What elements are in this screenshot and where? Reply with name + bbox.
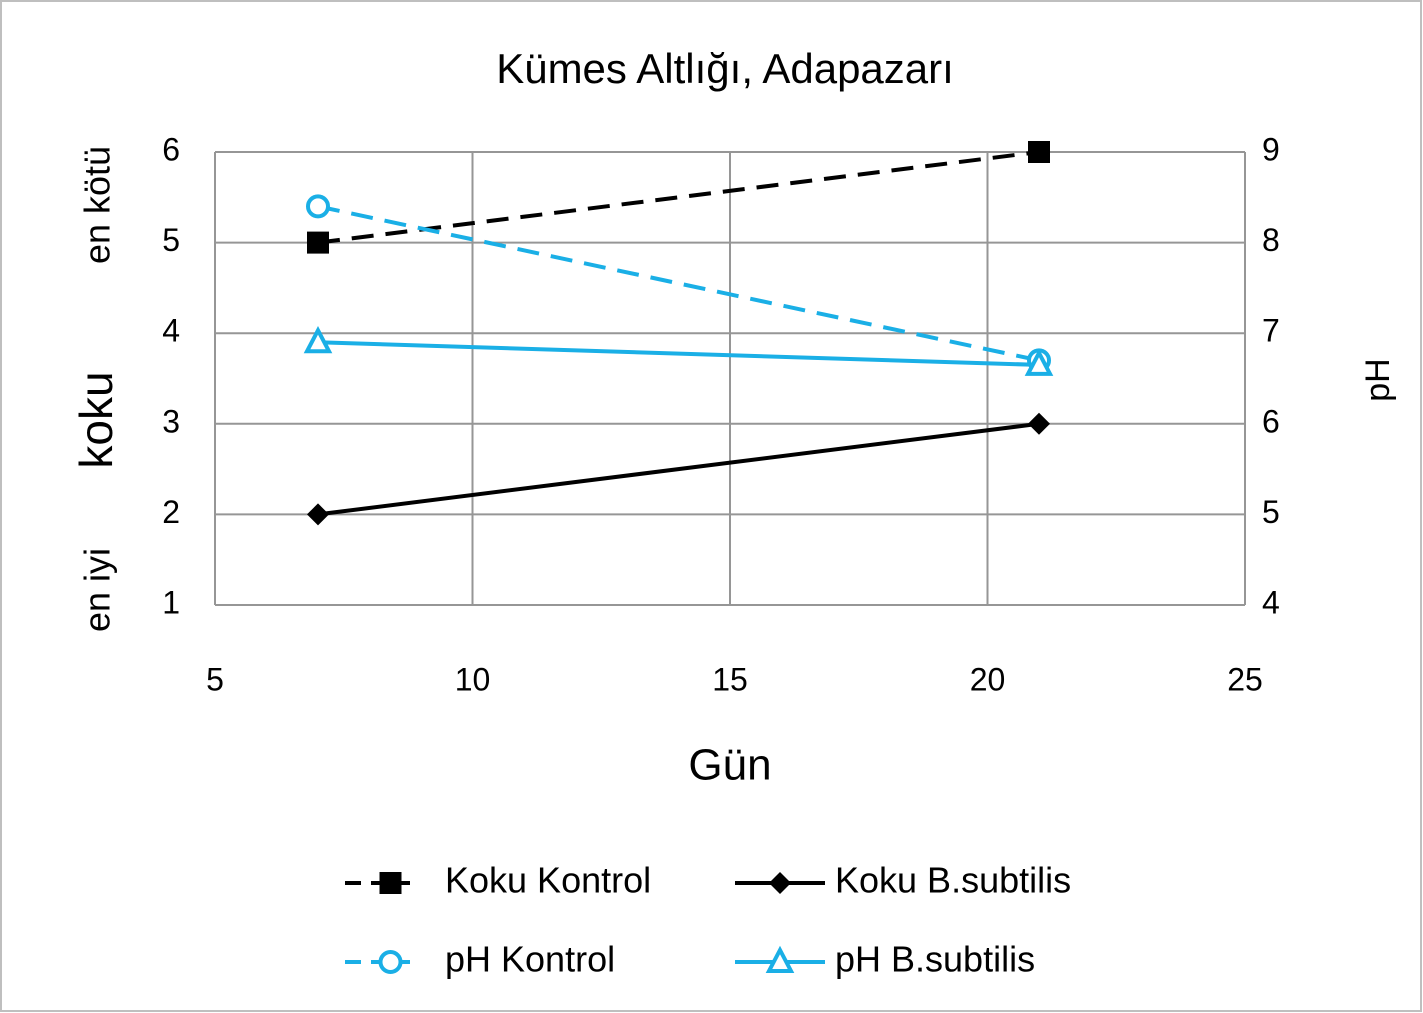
legend-marker (378, 950, 403, 974)
y2-tick-label: 4 (1262, 584, 1280, 620)
x-tick-label: 5 (206, 661, 224, 697)
series-line (317, 340, 1040, 367)
annotation: en iyi (77, 548, 118, 632)
y-tick-label: 1 (162, 584, 180, 620)
y-axis-label: koku (70, 371, 122, 468)
series-line (317, 150, 1040, 245)
y-tick-label: 3 (162, 403, 180, 439)
x-tick-label: 10 (455, 661, 491, 697)
y2-tick-label: 9 (1262, 131, 1280, 167)
y2-tick-label: 8 (1262, 222, 1280, 258)
legend-label: Koku Kontrol (445, 860, 651, 901)
y-tick-label: 4 (162, 313, 180, 349)
y2-axis-label: pH (1359, 358, 1397, 401)
marker (303, 325, 333, 354)
y2-tick-label: 7 (1262, 313, 1280, 349)
y-tick-label: 2 (162, 494, 180, 530)
y2-tick-label: 6 (1262, 403, 1280, 439)
series-line (317, 204, 1040, 363)
marker (307, 231, 329, 254)
x-tick-label: 15 (712, 661, 748, 697)
marker (1028, 412, 1050, 435)
chart-title: Kümes Altlığı, Adapazarı (496, 45, 954, 92)
marker (307, 503, 329, 526)
legend-marker (379, 872, 402, 894)
legend-marker (769, 872, 791, 894)
marker (1024, 348, 1054, 376)
x-axis-label: Gün (688, 741, 771, 790)
legend-label: pH Kontrol (445, 939, 615, 980)
legend-label: pH B.subtilis (835, 939, 1035, 980)
x-tick-label: 20 (970, 661, 1006, 697)
marker (1028, 141, 1050, 163)
legend-label: Koku B.subtilis (835, 860, 1071, 901)
marker (306, 194, 330, 219)
y-tick-label: 6 (162, 131, 180, 167)
annotation: en kötü (77, 146, 118, 264)
legend-marker (765, 945, 795, 973)
y-tick-label: 5 (162, 222, 180, 258)
y2-tick-label: 5 (1262, 494, 1280, 530)
x-tick-label: 25 (1227, 661, 1263, 697)
series-line (317, 421, 1040, 517)
